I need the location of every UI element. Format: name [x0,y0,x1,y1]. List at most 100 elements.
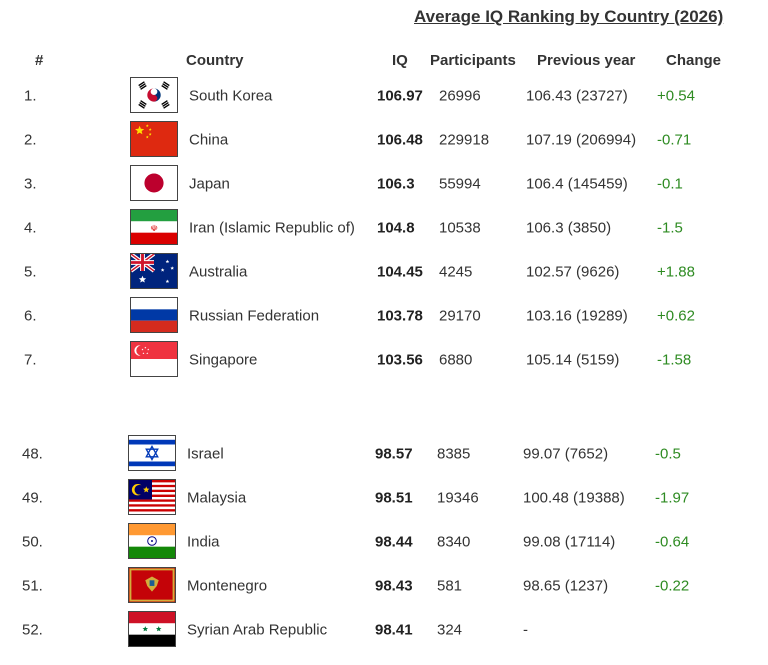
participants-cell: 6880 [439,351,473,369]
table-row: 3. Japan 106.3 55994 106.4 (145459) -0.1 [0,162,768,206]
iq-cell: 106.3 [377,175,415,193]
table-row: 5. Australia 104.45 4245 102.57 (9626) +1.88 [0,250,768,294]
table-row: 49. Malaysia 98.51 19346 100.48 (19388) -1.97 [0,476,768,520]
country-cell: South Korea [189,87,273,105]
iq-cell: 106.97 [377,87,423,105]
previous-year-cell: 99.08 (17114) [523,533,616,551]
header-change: Change [666,52,722,69]
country-cell: Russian Federation [189,307,320,325]
japan-flag [130,165,178,201]
change-cell: -0.1 [657,175,683,193]
iq-cell: 103.78 [377,307,423,325]
previous-year-cell: 107.19 (206994) [526,131,637,149]
previous-year-cell: 102.57 (9626) [526,263,620,281]
change-cell: -1.5 [657,219,683,237]
previous-year-cell: 103.16 (19289) [526,307,628,325]
country-cell: Japan [189,175,230,193]
iq-cell: 98.44 [375,533,413,551]
header-iq: IQ [392,52,408,69]
iq-cell: 98.41 [375,621,413,639]
iq-cell: 98.43 [375,577,413,595]
change-cell: -0.64 [655,533,690,551]
country-cell: Iran (Islamic Republic of) [189,219,355,237]
syria-flag [128,611,176,647]
china-flag [130,121,178,157]
change-cell: +0.54 [657,87,695,105]
previous-year-cell: 106.4 (145459) [526,175,628,193]
svg-text:☫: ☫ [150,224,158,234]
country-cell: Israel [187,445,224,463]
previous-year-cell: 98.65 (1237) [523,577,609,595]
table-row: 7. Singapore 103.56 6880 105.14 (5159) -1.58 [0,338,768,382]
iran-flag: ☫ [130,209,178,245]
rank-cell: 3. [24,175,37,193]
page-title: Average IQ Ranking by Country (2026) [414,7,724,26]
header-rank: # [35,52,44,69]
change-cell: +0.62 [657,307,695,325]
table-row: 2. China 106.48 229918 107.19 (206994) -0.71 [0,118,768,162]
participants-cell: 581 [437,577,463,595]
iq-cell: 98.57 [375,445,413,463]
participants-cell: 8340 [437,533,471,551]
table-row: 6. Russian Federation 103.78 29170 103.16 (1… [0,294,768,338]
participants-cell: 229918 [439,131,490,149]
participants-cell: 324 [437,621,463,639]
table-row: 48. Israel 98.57 8385 99.07 (7652) -0.5 [0,432,768,476]
country-cell: Malaysia [187,489,247,507]
rank-cell: 5. [24,263,37,281]
table-row: 52. Syrian Arab Republic 98.41 324 - [0,608,768,652]
table-row: 4. ☫ Iran (Islamic Republic of) 104.8 10538 1… [0,206,768,250]
change-cell: -1.58 [657,351,692,369]
rank-cell: 6. [24,307,37,325]
iq-cell: 98.51 [375,489,413,507]
participants-cell: 19346 [437,489,479,507]
malaysia-flag [128,479,176,515]
india-flag [128,523,176,559]
rank-cell: 1. [24,87,37,105]
country-cell: China [189,131,229,149]
rank-cell: 49. [22,489,43,507]
rank-cell: 7. [24,351,37,369]
israel-flag [128,435,176,471]
participants-cell: 10538 [439,219,481,237]
rank-cell: 52. [22,621,43,639]
change-cell: -1.97 [655,489,690,507]
iq-cell: 104.8 [377,219,415,237]
australia-flag [130,253,178,289]
iq-cell: 106.48 [377,131,423,149]
header-participants: Participants [430,52,516,69]
header-country: Country [186,52,244,69]
participants-cell: 29170 [439,307,481,325]
table-row: 1. South Korea 106.97 26996 106.43 (23727) +… [0,74,768,118]
table-row: 51. Montenegro 98.43 581 98.65 (1237) -0.22 [0,564,768,608]
change-cell: -0.71 [657,131,692,149]
iq-cell: 104.45 [377,263,423,281]
rank-cell: 2. [24,131,37,149]
country-cell: Syrian Arab Republic [187,621,328,639]
change-cell: +1.88 [657,263,695,281]
country-cell: India [187,533,220,551]
iq-cell: 103.56 [377,351,423,369]
country-cell: Singapore [189,351,258,369]
table-row: 50. India 98.44 8340 99.08 (17114) -0.64 [0,520,768,564]
south-korea-flag [130,77,178,113]
country-cell: Australia [189,263,248,281]
previous-year-cell: 105.14 (5159) [526,351,620,369]
rank-cell: 48. [22,445,43,463]
participants-cell: 8385 [437,445,471,463]
change-cell: -0.5 [655,445,681,463]
rank-cell: 50. [22,533,43,551]
previous-year-cell: 100.48 (19388) [523,489,625,507]
country-cell: Montenegro [187,577,268,595]
rank-cell: 4. [24,219,37,237]
previous-year-cell: - [523,621,528,639]
participants-cell: 4245 [439,263,473,281]
participants-cell: 55994 [439,175,481,193]
participants-cell: 26996 [439,87,481,105]
header-previous-year: Previous year [537,52,636,69]
montenegro-flag [128,567,176,603]
change-cell: -0.22 [655,577,690,595]
rank-cell: 51. [22,577,43,595]
previous-year-cell: 106.3 (3850) [526,219,612,237]
singapore-flag [130,341,178,377]
